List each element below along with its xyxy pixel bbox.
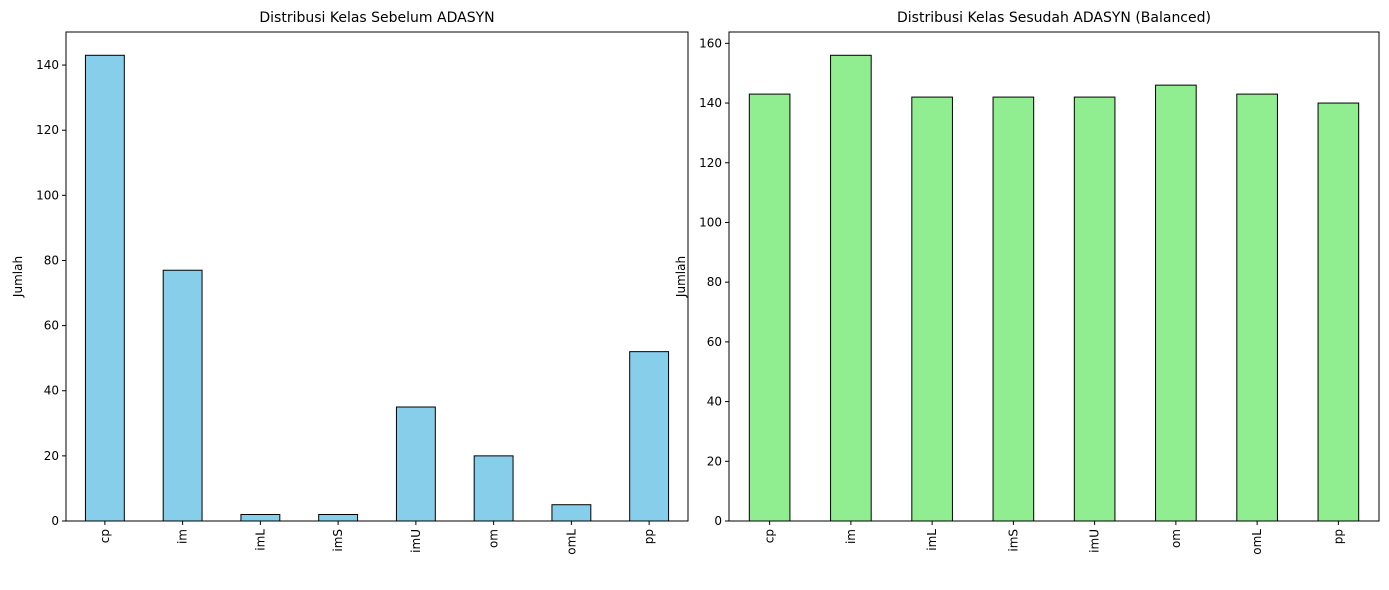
x-tick-label: cp bbox=[98, 529, 112, 543]
x-tick-label: imU bbox=[1088, 529, 1102, 553]
bar bbox=[84, 54, 125, 522]
bar bbox=[162, 269, 203, 522]
x-tick-label: imL bbox=[925, 529, 939, 551]
x-tick-label: pp bbox=[642, 529, 656, 544]
chart-title: Distribusi Kelas Sebelum ADASYN bbox=[259, 10, 494, 26]
bar bbox=[1236, 93, 1278, 522]
y-tick-label: 140 bbox=[699, 96, 722, 110]
bar bbox=[1155, 84, 1197, 522]
y-axis-label: Jumlah bbox=[674, 256, 688, 298]
y-tick-label: 0 bbox=[51, 514, 59, 528]
y-tick-label: 40 bbox=[44, 384, 59, 398]
bar bbox=[748, 93, 791, 522]
x-tick-label: pp bbox=[1331, 529, 1345, 544]
bar bbox=[240, 513, 281, 522]
x-tick-label: omL bbox=[564, 529, 578, 555]
bar bbox=[1317, 102, 1360, 522]
y-tick-label: 140 bbox=[36, 58, 59, 72]
y-tick-label: 0 bbox=[714, 514, 722, 528]
plot-frame bbox=[65, 31, 689, 522]
x-tick-label: im bbox=[176, 529, 190, 544]
y-tick-label: 80 bbox=[44, 253, 59, 267]
bar bbox=[395, 406, 436, 522]
bar bbox=[992, 96, 1035, 522]
x-tick-label: im bbox=[844, 529, 858, 544]
y-tick-label: 40 bbox=[707, 395, 722, 409]
y-tick-label: 120 bbox=[36, 123, 59, 137]
plot-frame bbox=[728, 31, 1380, 522]
y-tick-label: 20 bbox=[44, 449, 59, 463]
y-tick-label: 20 bbox=[707, 454, 722, 468]
x-tick-label: imU bbox=[409, 529, 423, 553]
x-tick-label: cp bbox=[763, 529, 777, 543]
y-axis-label: Jumlah bbox=[11, 256, 25, 298]
x-tick-label: omL bbox=[1250, 529, 1264, 555]
bar bbox=[318, 513, 359, 522]
y-tick-label: 60 bbox=[44, 319, 59, 333]
x-tick-label: imS bbox=[1006, 529, 1020, 552]
x-tick-label: imS bbox=[331, 529, 345, 552]
bar bbox=[551, 504, 592, 522]
y-tick-label: 100 bbox=[699, 215, 722, 229]
bar bbox=[473, 455, 514, 522]
y-tick-label: 80 bbox=[707, 275, 722, 289]
bar bbox=[911, 96, 953, 522]
bar bbox=[830, 54, 872, 522]
y-tick-label: 60 bbox=[707, 335, 722, 349]
x-tick-label: om bbox=[1169, 529, 1183, 548]
chart-title: Distribusi Kelas Sesudah ADASYN (Balance… bbox=[897, 10, 1211, 26]
y-tick-label: 160 bbox=[699, 36, 722, 50]
y-tick-label: 120 bbox=[699, 156, 722, 170]
x-tick-label: om bbox=[487, 529, 501, 548]
x-tick-label: imL bbox=[253, 529, 267, 551]
bar bbox=[1073, 96, 1116, 522]
y-tick-label: 100 bbox=[36, 188, 59, 202]
bar bbox=[629, 351, 670, 522]
